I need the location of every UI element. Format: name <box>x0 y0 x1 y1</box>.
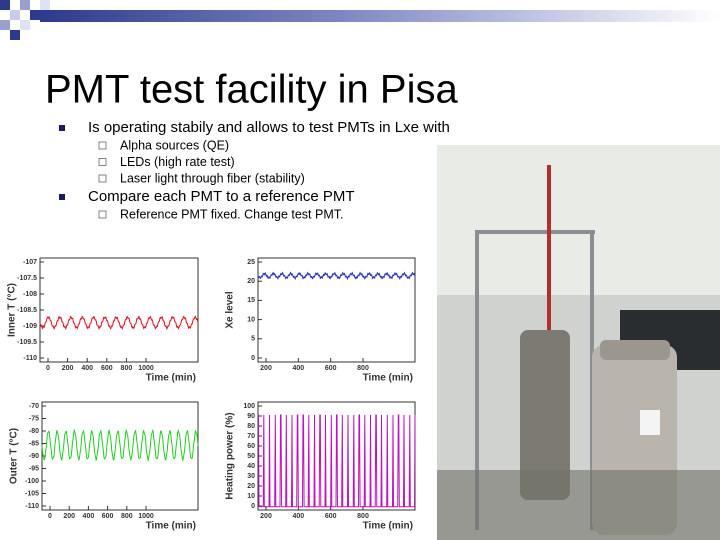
y-tick-label: 50 <box>247 453 255 460</box>
y-tick-label: 70 <box>247 433 255 440</box>
y-tick-label: -110 <box>23 355 37 362</box>
sub-bullet-text: Alpha sources (QE) <box>120 138 229 152</box>
sub-bullet-marker <box>98 158 107 166</box>
x-axis-label: Time (min) <box>363 373 413 384</box>
plot-curve <box>257 271 416 281</box>
y-tick-label: -80 <box>29 428 39 435</box>
y-tick-label: -85 <box>29 440 39 447</box>
y-tick-label: -110 <box>25 503 39 510</box>
x-tick-label: 600 <box>325 513 337 520</box>
x-tick-label: 400 <box>292 365 304 372</box>
x-tick-label: 200 <box>260 513 272 520</box>
x-tick-label: 1000 <box>138 513 154 520</box>
y-tick-label: 90 <box>247 413 255 420</box>
y-tick-label: -108.5 <box>17 307 37 314</box>
y-tick-label: 60 <box>247 443 255 450</box>
y-tick-label: 20 <box>247 483 255 490</box>
header-band <box>40 10 720 22</box>
bullet-marker <box>59 125 65 131</box>
y-tick-label: -70 <box>29 403 39 410</box>
x-tick-label: 800 <box>357 365 369 372</box>
bullet-text: Compare each PMT to a reference PMT <box>88 188 355 205</box>
y-tick-label: -109.5 <box>17 339 37 346</box>
y-tick-label: 15 <box>247 297 255 304</box>
sub-bullet-text: LEDs (high rate test) <box>120 155 235 169</box>
bullet-marker <box>59 194 65 200</box>
x-tick-label: 400 <box>81 365 93 372</box>
sub-bullet-marker <box>98 174 107 183</box>
sub-bullet-text: Reference PMT fixed. Change test PMT. <box>120 207 343 221</box>
x-axis-label: Time (min) <box>363 521 413 532</box>
y-tick-label: -95 <box>29 465 39 472</box>
y-tick-label: -107 <box>23 259 37 266</box>
x-tick-label: 800 <box>357 513 369 520</box>
checker-decoration <box>0 0 50 40</box>
y-tick-label: 100 <box>243 403 255 410</box>
y-tick-label: -100 <box>25 478 39 485</box>
x-tick-label: 800 <box>121 513 133 520</box>
facility-photo <box>437 145 720 540</box>
x-tick-label: 400 <box>292 513 304 520</box>
x-axis-label: Time (min) <box>146 521 196 532</box>
y-axis-label: Heating power (%) <box>225 412 236 499</box>
sub-bullet-text: Laser light through fiber (stability) <box>120 171 305 185</box>
bullet-text: Is operating stabily and allows to test … <box>88 119 450 136</box>
x-tick-label: 800 <box>121 365 133 372</box>
y-tick-label: 0 <box>251 355 255 362</box>
title: PMT test facility in Pisa <box>45 68 458 112</box>
y-tick-label: -90 <box>29 453 39 460</box>
sub-bullet-marker <box>98 210 107 219</box>
y-tick-label: 25 <box>247 259 255 266</box>
x-tick-label: 200 <box>63 513 75 520</box>
plot-curve <box>41 428 199 463</box>
x-axis-label: Time (min) <box>146 373 196 384</box>
y-tick-label: -75 <box>29 415 39 422</box>
plot-curve <box>39 315 199 331</box>
y-tick-label: 40 <box>247 463 255 470</box>
y-axis-label: Outer T (°C) <box>9 428 20 484</box>
x-tick-label: 600 <box>102 513 114 520</box>
x-tick-label: 200 <box>62 365 74 372</box>
y-tick-label: 20 <box>247 278 255 285</box>
x-tick-label: 1000 <box>138 365 154 372</box>
x-tick-label: 0 <box>46 365 50 372</box>
x-tick-label: 200 <box>260 365 272 372</box>
plot-curve <box>258 414 416 508</box>
y-tick-label: -108 <box>23 291 37 298</box>
x-tick-label: 600 <box>325 365 337 372</box>
plot-frame <box>41 401 199 511</box>
y-tick-label: -107.5 <box>17 275 37 282</box>
y-tick-label: 5 <box>251 336 255 343</box>
y-tick-label: 30 <box>247 473 255 480</box>
y-tick-label: 80 <box>247 423 255 430</box>
sub-bullet-marker <box>98 141 107 150</box>
y-tick-label: -109 <box>23 323 37 330</box>
x-tick-label: 0 <box>48 513 52 520</box>
y-tick-label: 0 <box>251 503 255 510</box>
x-tick-label: 600 <box>101 365 113 372</box>
y-tick-label: 10 <box>247 493 255 500</box>
y-tick-label: -105 <box>25 490 39 497</box>
plot-frame <box>39 257 199 363</box>
x-tick-label: 400 <box>83 513 95 520</box>
y-axis-label: Xe level <box>225 291 236 328</box>
y-tick-label: 10 <box>247 316 255 323</box>
y-axis-label: Inner T (°C) <box>7 283 18 337</box>
